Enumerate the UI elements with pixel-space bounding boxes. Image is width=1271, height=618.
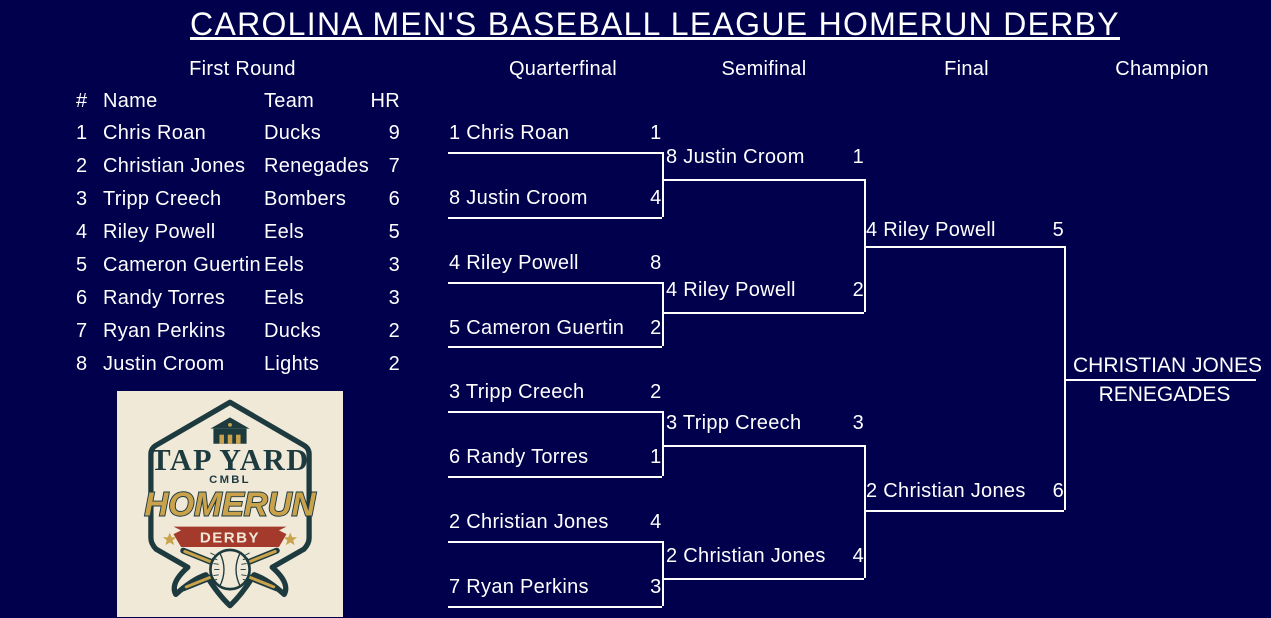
svg-text:DERBY: DERBY xyxy=(200,529,260,546)
svg-text:HOMERUN: HOMERUN xyxy=(144,486,316,523)
svg-text:TAP YARD: TAP YARD xyxy=(150,443,309,477)
svg-text:CMBL: CMBL xyxy=(209,474,251,486)
